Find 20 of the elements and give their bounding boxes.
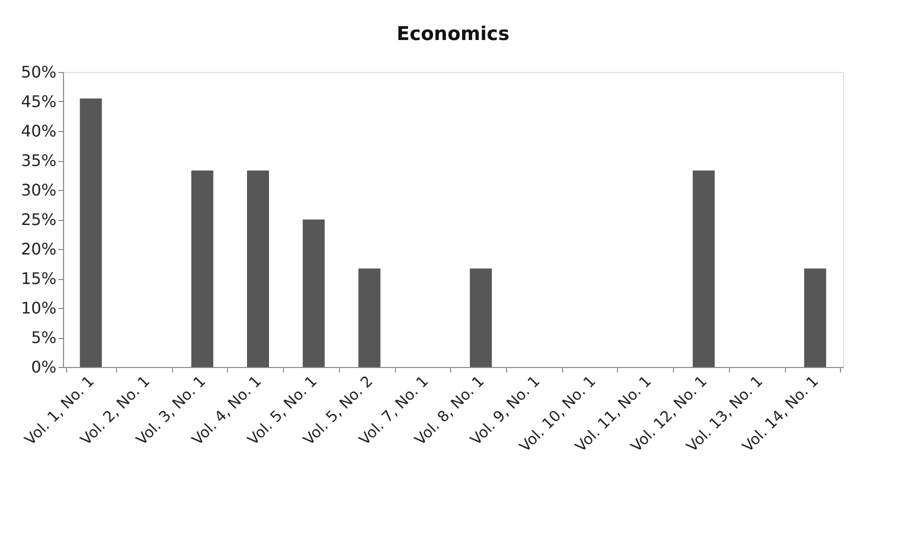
bar [358,268,380,367]
y-tick-label: 40% [20,122,56,140]
bar [191,170,214,367]
y-tick-label: 25% [20,210,56,229]
chart-title: Economics [396,23,510,45]
bar [692,170,715,367]
y-tick-label: 50% [20,62,56,82]
y-tick-label: 20% [20,240,56,258]
y-tick-label: 35% [20,151,56,170]
y-tick-label: 30% [20,180,56,200]
bar [804,268,826,367]
bar [470,268,492,367]
y-tick-label: 15% [20,269,56,288]
bar [247,170,269,367]
y-tick-label: 0% [31,358,56,376]
y-tick-label: 5% [31,328,56,347]
bar [302,220,325,367]
bar [80,98,102,367]
y-tick-label: 45% [20,92,56,111]
y-tick-label: 10% [20,298,56,318]
